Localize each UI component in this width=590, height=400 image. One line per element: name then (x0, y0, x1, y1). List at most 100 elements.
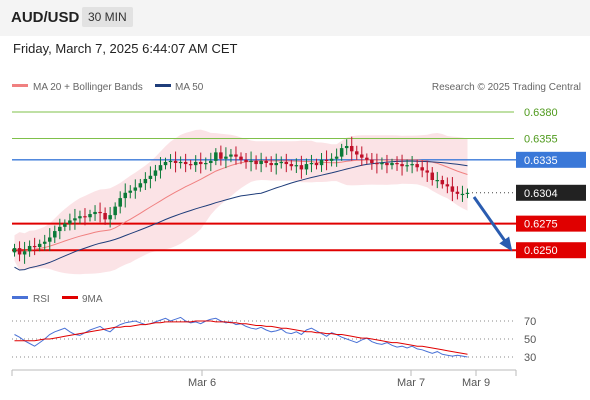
x-tick-label-2: Mar 9 (462, 377, 490, 389)
candle-1 (17, 241, 22, 262)
datetime-label: Friday, March 7, 2025 6:44:07 AM CET (13, 41, 238, 56)
credit-text: Research © 2025 Trading Central (432, 82, 581, 93)
candle-31 (168, 154, 173, 169)
candle-18 (103, 207, 107, 225)
candle-20 (113, 202, 117, 220)
candle-4 (32, 237, 37, 256)
candle-75 (390, 158, 394, 170)
candle-90 (465, 188, 470, 199)
candle-6 (42, 234, 47, 251)
resistance-label-1: 0.6355 (524, 134, 558, 146)
pivot-label: 0.6335 (524, 155, 558, 167)
candle-87 (450, 177, 455, 202)
x-tick-label-1: Mar 7 (397, 377, 425, 389)
candle-35 (188, 159, 193, 170)
candle-16 (93, 205, 97, 221)
candle-66 (344, 139, 349, 155)
candle-48 (254, 155, 258, 170)
candle-57 (299, 155, 304, 179)
candle-83 (430, 167, 435, 186)
candle-73 (380, 157, 384, 170)
candle-37 (198, 152, 203, 174)
candle-33 (178, 156, 183, 169)
candle-53 (279, 156, 284, 169)
candle-86 (445, 177, 450, 194)
candle-7 (47, 228, 52, 252)
candle-72 (375, 153, 379, 174)
candle-42 (224, 147, 228, 169)
timeframe-badge[interactable]: 30 MIN (82, 7, 133, 27)
forecast-arrow (472, 196, 513, 252)
x-axis: Mar 6 Mar 7 Mar 9 (11, 370, 517, 389)
candle-74 (385, 154, 389, 174)
candle-12 (73, 208, 77, 230)
candle-41 (219, 145, 223, 166)
candle-65 (339, 143, 344, 161)
candle-25 (138, 178, 143, 192)
candle-11 (68, 213, 72, 231)
candle-14 (83, 208, 87, 226)
x-tick-label-0: Mar 6 (188, 377, 216, 389)
candle-45 (239, 152, 243, 165)
candle-17 (98, 202, 102, 223)
ma9-legend-swatch (62, 296, 78, 299)
candle-77 (400, 154, 404, 176)
candle-2 (22, 241, 27, 264)
support-label-box-4 (516, 215, 586, 232)
candle-47 (249, 151, 253, 172)
candle-19 (108, 207, 112, 228)
candle-64 (334, 148, 339, 167)
candle-39 (209, 152, 213, 172)
candle-5 (37, 239, 42, 252)
rsi-tick-70: 70 (524, 316, 536, 328)
candle-13 (78, 210, 82, 224)
ma9-legend-label: 9MA (82, 294, 103, 305)
candle-70 (365, 153, 369, 165)
candle-34 (183, 153, 188, 173)
candle-46 (244, 153, 248, 169)
candle-80 (415, 159, 419, 172)
candle-61 (319, 153, 324, 172)
candle-36 (193, 155, 198, 172)
candle-51 (269, 156, 273, 172)
candle-67 (349, 136, 354, 161)
candle-56 (294, 158, 299, 174)
candle-9 (58, 218, 62, 240)
resistance-label-0: 0.6380 (524, 107, 558, 119)
candle-71 (370, 153, 374, 170)
candle-29 (158, 157, 163, 179)
candle-38 (204, 157, 208, 170)
forecast-arrow-head (499, 236, 513, 252)
candle-26 (143, 172, 148, 191)
candle-62 (324, 150, 329, 171)
candle-63 (329, 153, 334, 167)
candle-89 (460, 185, 465, 202)
candle-21 (118, 191, 122, 214)
candle-58 (304, 158, 309, 175)
rsi-tick-50: 50 (524, 334, 536, 346)
rsi-legend-label: RSI (33, 294, 50, 305)
candle-32 (173, 151, 178, 173)
symbol-title: AUD/USD (11, 9, 80, 26)
candle-0 (12, 243, 17, 257)
support-label-5: 0.6250 (524, 245, 558, 257)
rsi-ma9-line (14, 320, 468, 355)
candle-82 (425, 161, 429, 182)
bollinger-band (14, 129, 468, 275)
candle-8 (53, 225, 57, 243)
rsi-pane: 70 50 30 (12, 316, 536, 364)
candle-49 (259, 152, 263, 173)
rsi-tick-30: 30 (524, 352, 536, 364)
candle-85 (440, 175, 445, 189)
candle-43 (229, 148, 233, 163)
candle-10 (63, 219, 67, 232)
last-price-box (516, 184, 586, 201)
candle-24 (133, 179, 138, 199)
forecast-arrow-shaft (472, 196, 512, 249)
rsi-legend-swatch (12, 296, 28, 299)
ma20-legend-swatch (12, 84, 28, 87)
candle-54 (284, 153, 289, 173)
candle-22 (123, 183, 128, 208)
candles (12, 136, 470, 264)
